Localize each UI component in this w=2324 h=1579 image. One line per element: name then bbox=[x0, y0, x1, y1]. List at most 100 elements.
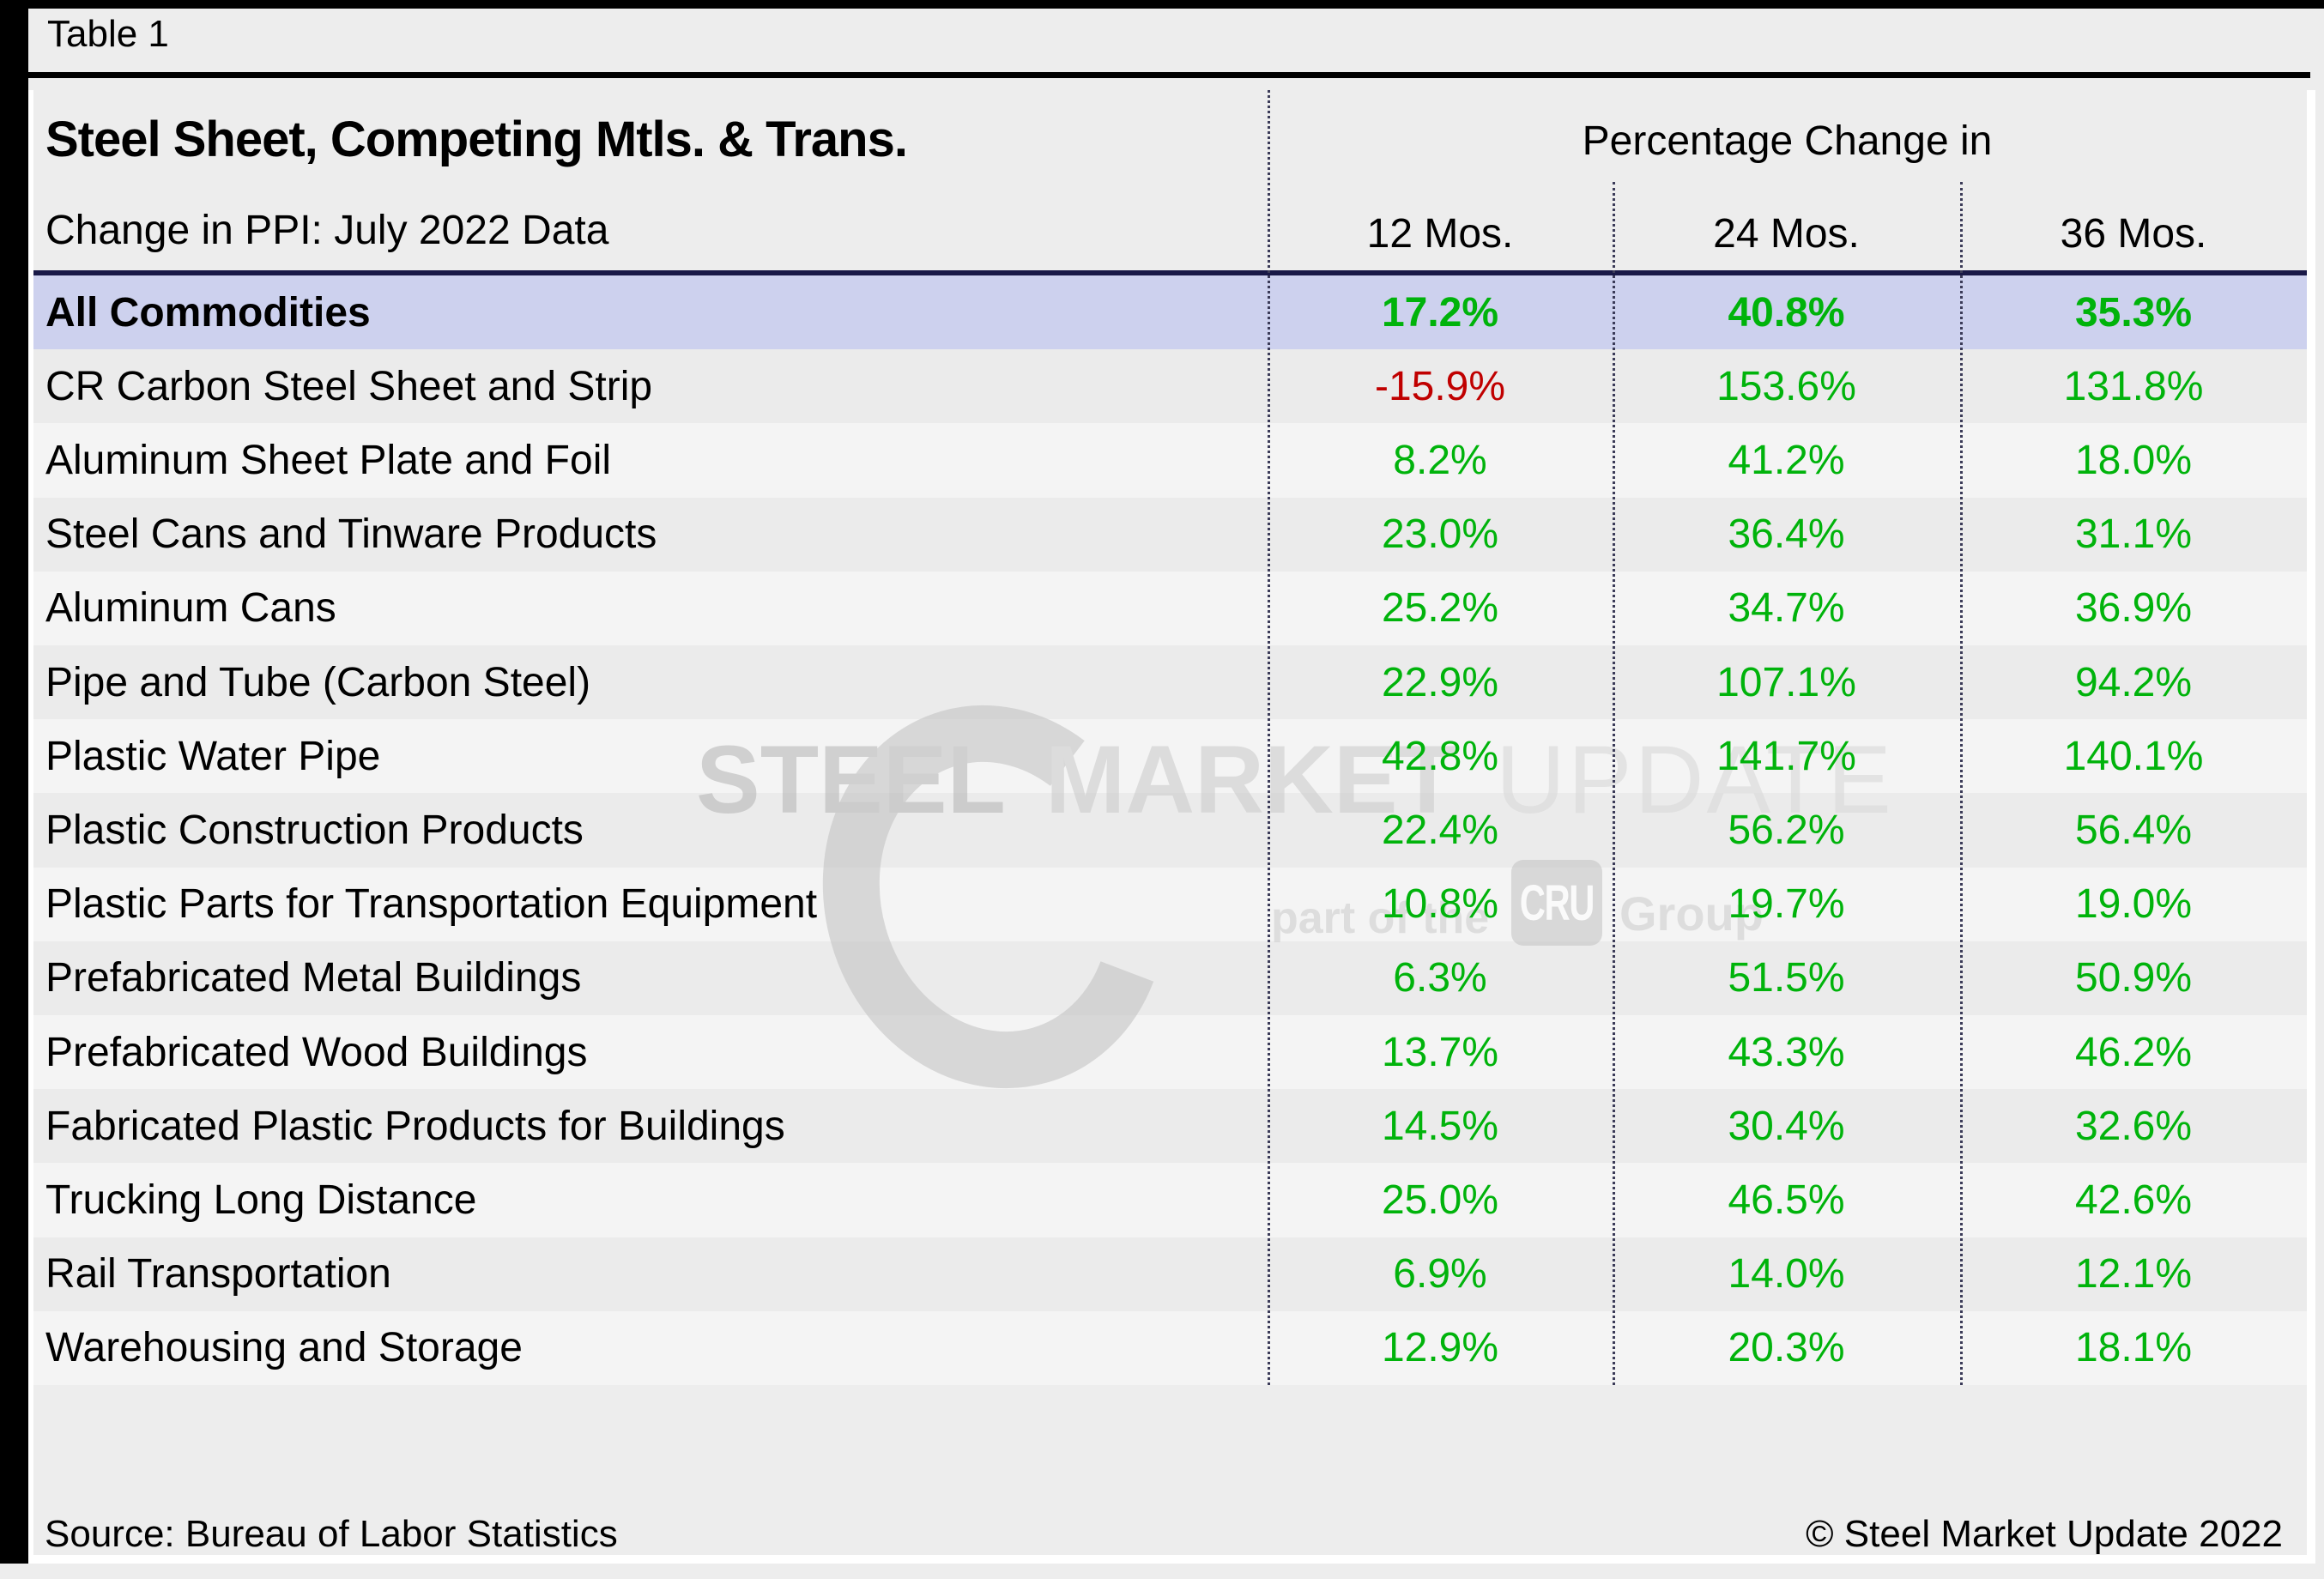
column-divider-2 bbox=[1613, 182, 1615, 1385]
row-label: Fabricated Plastic Products for Building… bbox=[45, 1103, 785, 1149]
column-divider-1 bbox=[1268, 90, 1270, 1385]
value-36mos: 18.0% bbox=[2074, 437, 2193, 483]
value-36mos: 19.0% bbox=[2074, 881, 2193, 928]
source-note: Source: Bureau of Labor Statistics bbox=[45, 1513, 618, 1555]
table-row: Plastic Parts for Transportation Equipme… bbox=[33, 868, 2307, 941]
row-label: Warehousing and Storage bbox=[45, 1325, 523, 1371]
value-36mos: 50.9% bbox=[2074, 955, 2193, 1001]
value-24mos: 36.4% bbox=[1728, 511, 1845, 558]
value-12mos: 6.3% bbox=[1393, 955, 1487, 1001]
value-36mos: 94.2% bbox=[2074, 659, 2193, 705]
column-header-36mos: 36 Mos. bbox=[2060, 211, 2207, 257]
value-36mos: 56.4% bbox=[2074, 807, 2193, 853]
value-12mos: 8.2% bbox=[1393, 437, 1487, 483]
row-stripe bbox=[33, 349, 2307, 424]
value-36mos: 35.3% bbox=[2074, 289, 2193, 336]
sheet-border-left bbox=[28, 90, 33, 1564]
table-row: Trucking Long Distance 25.0% 46.5% 42.6% bbox=[33, 1163, 2307, 1237]
value-24mos: 46.5% bbox=[1728, 1177, 1845, 1223]
value-12mos: 12.9% bbox=[1381, 1325, 1499, 1371]
value-12mos: 6.9% bbox=[1393, 1251, 1487, 1298]
value-12mos: 22.9% bbox=[1381, 659, 1499, 705]
value-24mos: 30.4% bbox=[1728, 1103, 1845, 1149]
value-24mos: 34.7% bbox=[1728, 585, 1845, 632]
row-label: Trucking Long Distance bbox=[45, 1177, 477, 1223]
row-label: All Commodities bbox=[45, 289, 371, 336]
row-stripe bbox=[33, 1163, 2307, 1237]
table-row: All Commodities 17.2% 40.8% 35.3% bbox=[33, 275, 2307, 349]
value-12mos: 17.2% bbox=[1381, 289, 1499, 336]
table-row: Fabricated Plastic Products for Building… bbox=[33, 1089, 2307, 1163]
value-24mos: 141.7% bbox=[1716, 733, 1856, 779]
value-24mos: 153.6% bbox=[1716, 363, 1856, 409]
table-row: Plastic Water Pipe 42.8% 141.7% 140.1% bbox=[33, 719, 2307, 793]
value-24mos: 107.1% bbox=[1716, 659, 1856, 705]
value-36mos: 140.1% bbox=[2063, 733, 2204, 779]
table-row: Aluminum Sheet Plate and Foil 8.2% 41.2%… bbox=[33, 423, 2307, 497]
value-36mos: 36.9% bbox=[2074, 585, 2193, 632]
row-stripe bbox=[33, 1015, 2307, 1090]
table-row: Prefabricated Metal Buildings 6.3% 51.5%… bbox=[33, 941, 2307, 1015]
value-36mos: 18.1% bbox=[2074, 1325, 2193, 1371]
copyright-note: © Steel Market Update 2022 bbox=[1806, 1513, 2283, 1555]
value-24mos: 20.3% bbox=[1728, 1325, 1845, 1371]
column-header-24mos: 24 Mos. bbox=[1713, 211, 1860, 257]
value-12mos: 25.0% bbox=[1381, 1177, 1499, 1223]
value-12mos: 10.8% bbox=[1381, 881, 1499, 928]
table-row: Aluminum Cans 25.2% 34.7% 36.9% bbox=[33, 572, 2307, 645]
value-36mos: 12.1% bbox=[2074, 1251, 2193, 1298]
table-row: Warehousing and Storage 12.9% 20.3% 18.1… bbox=[33, 1311, 2307, 1385]
value-12mos: -15.9% bbox=[1374, 363, 1506, 409]
row-label: Steel Cans and Tinware Products bbox=[45, 511, 657, 558]
row-label: Aluminum Cans bbox=[45, 585, 336, 632]
row-stripe bbox=[33, 645, 2307, 720]
row-stripe bbox=[33, 1237, 2307, 1311]
row-stripe bbox=[33, 423, 2307, 498]
row-label: Prefabricated Metal Buildings bbox=[45, 955, 582, 1001]
row-label: Pipe and Tube (Carbon Steel) bbox=[45, 659, 591, 705]
value-36mos: 42.6% bbox=[2074, 1177, 2193, 1223]
value-12mos: 42.8% bbox=[1381, 733, 1499, 779]
row-stripe bbox=[33, 867, 2307, 941]
value-24mos: 40.8% bbox=[1728, 289, 1845, 336]
table-row: Prefabricated Wood Buildings 13.7% 43.3%… bbox=[33, 1015, 2307, 1089]
row-stripe bbox=[33, 497, 2307, 572]
table-row: CR Carbon Steel Sheet and Strip -15.9% 1… bbox=[33, 349, 2307, 423]
row-stripe bbox=[33, 719, 2307, 794]
row-label: Rail Transportation bbox=[45, 1251, 391, 1298]
table-row: Pipe and Tube (Carbon Steel) 22.9% 107.1… bbox=[33, 645, 2307, 719]
table-row: Rail Transportation 6.9% 14.0% 12.1% bbox=[33, 1237, 2307, 1311]
row-stripe bbox=[33, 793, 2307, 868]
value-24mos: 56.2% bbox=[1728, 807, 1845, 853]
value-24mos: 14.0% bbox=[1728, 1251, 1845, 1298]
table-title: Steel Sheet, Competing Mtls. & Trans. bbox=[45, 112, 908, 167]
row-stripe bbox=[33, 1089, 2307, 1164]
table-row: Steel Cans and Tinware Products 23.0% 36… bbox=[33, 498, 2307, 572]
value-12mos: 13.7% bbox=[1381, 1029, 1499, 1075]
row-label: Plastic Construction Products bbox=[45, 807, 584, 853]
row-stripe bbox=[33, 571, 2307, 645]
value-36mos: 131.8% bbox=[2063, 363, 2204, 409]
header-separator-rule bbox=[33, 270, 2307, 275]
row-label: Plastic Water Pipe bbox=[45, 733, 381, 779]
value-36mos: 31.1% bbox=[2074, 511, 2193, 558]
row-label: CR Carbon Steel Sheet and Strip bbox=[45, 363, 653, 409]
left-border-bar bbox=[0, 0, 28, 1564]
column-header-12mos: 12 Mos. bbox=[1366, 211, 1514, 257]
value-12mos: 25.2% bbox=[1381, 585, 1499, 632]
row-label: Aluminum Sheet Plate and Foil bbox=[45, 437, 612, 483]
row-stripe bbox=[33, 275, 2307, 350]
value-24mos: 51.5% bbox=[1728, 955, 1845, 1001]
value-24mos: 19.7% bbox=[1728, 881, 1845, 928]
sheet-border-right bbox=[2307, 90, 2315, 1564]
ppi-table: STEEL MARKET UPDATE part of the CRU Grou… bbox=[33, 90, 2307, 1555]
value-24mos: 43.3% bbox=[1728, 1029, 1845, 1075]
column-divider-3 bbox=[1960, 182, 1963, 1385]
value-36mos: 32.6% bbox=[2074, 1103, 2193, 1149]
sheet-border-bottom bbox=[28, 1555, 2315, 1564]
row-stripe bbox=[33, 941, 2307, 1015]
value-12mos: 23.0% bbox=[1381, 511, 1499, 558]
row-label: Plastic Parts for Transportation Equipme… bbox=[45, 881, 818, 928]
value-36mos: 46.2% bbox=[2074, 1029, 2193, 1075]
table-row: Plastic Construction Products 22.4% 56.2… bbox=[33, 793, 2307, 867]
